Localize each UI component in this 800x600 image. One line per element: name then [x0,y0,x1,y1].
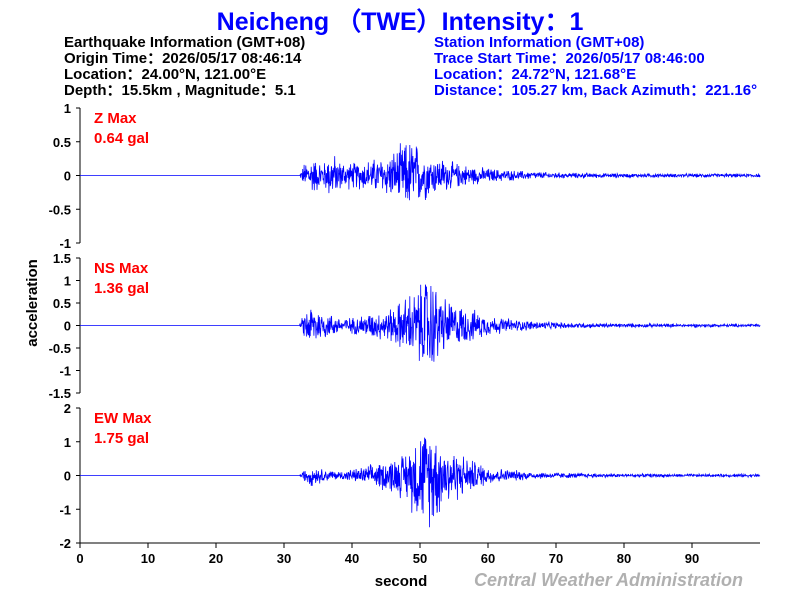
x-tick-label: 40 [345,551,359,566]
x-tick-label: 30 [277,551,291,566]
y-tick-label: -1 [59,236,71,251]
y-tick-label: 1.5 [53,251,71,266]
station-info: Station Information (GMT+08) Trace Start… [434,35,757,99]
epicenter-location: Location：24.00°N, 121.00°E [64,66,267,83]
x-tick-label: 80 [617,551,631,566]
station-info-header: Station Information (GMT+08) [434,34,645,51]
x-axis-label: second [375,573,428,590]
earthquake-info: Earthquake Information (GMT+08) Origin T… [64,35,305,99]
y-tick-label: 0 [64,169,71,184]
max-value-ew: 1.75 gal [94,430,149,447]
trace-start-time: Trace Start Time：2026/05/17 08:46:00 [434,50,705,67]
y-axis-label: acceleration [24,259,41,347]
y-tick-label: 0.5 [53,296,71,311]
max-label-ew: EW Max [94,410,152,427]
y-tick-label: 2 [64,401,71,416]
station-location: Location：24.72°N, 121.68°E [434,66,637,83]
x-tick-label: 20 [209,551,223,566]
x-tick-label: 50 [413,551,427,566]
y-tick-label: 1 [64,274,71,289]
y-tick-label: 1 [64,101,71,116]
y-tick-label: 1 [64,435,71,450]
x-tick-label: 90 [685,551,699,566]
max-value-ns: 1.36 gal [94,280,149,297]
y-tick-label: -1.5 [49,386,71,401]
station-distance: Distance：105.27 km, Back Azimuth：221.16° [434,82,758,99]
credit-text: Central Weather Administration [474,570,744,590]
x-tick-label: 70 [549,551,563,566]
max-label-z: Z Max [94,110,137,127]
y-tick-label: 0 [64,469,71,484]
x-tick-label: 10 [141,551,155,566]
x-tick-label: 0 [76,551,83,566]
max-value-z: 0.64 gal [94,130,149,147]
y-tick-label: 0 [64,319,71,334]
y-tick-label: -1 [59,502,71,517]
x-tick-label: 60 [481,551,495,566]
max-label-ns: NS Max [94,260,149,277]
waveform-ew [80,437,761,528]
origin-time: Origin Time：2026/05/17 08:46:14 [64,50,302,67]
y-tick-label: -1 [59,364,71,379]
depth-magnitude: Depth：15.5km , Magnitude：5.1 [64,82,296,99]
y-tick-label: 0.5 [53,135,71,150]
chart-title: Neicheng （TWE）Intensity：1 [216,8,584,36]
y-tick-label: -0.5 [49,341,71,356]
waveform-z [80,143,761,201]
y-tick-label: -0.5 [49,202,71,217]
y-tick-label: -2 [59,536,71,551]
earthquake-info-header: Earthquake Information (GMT+08) [64,34,306,51]
waveform-ns [80,284,761,362]
